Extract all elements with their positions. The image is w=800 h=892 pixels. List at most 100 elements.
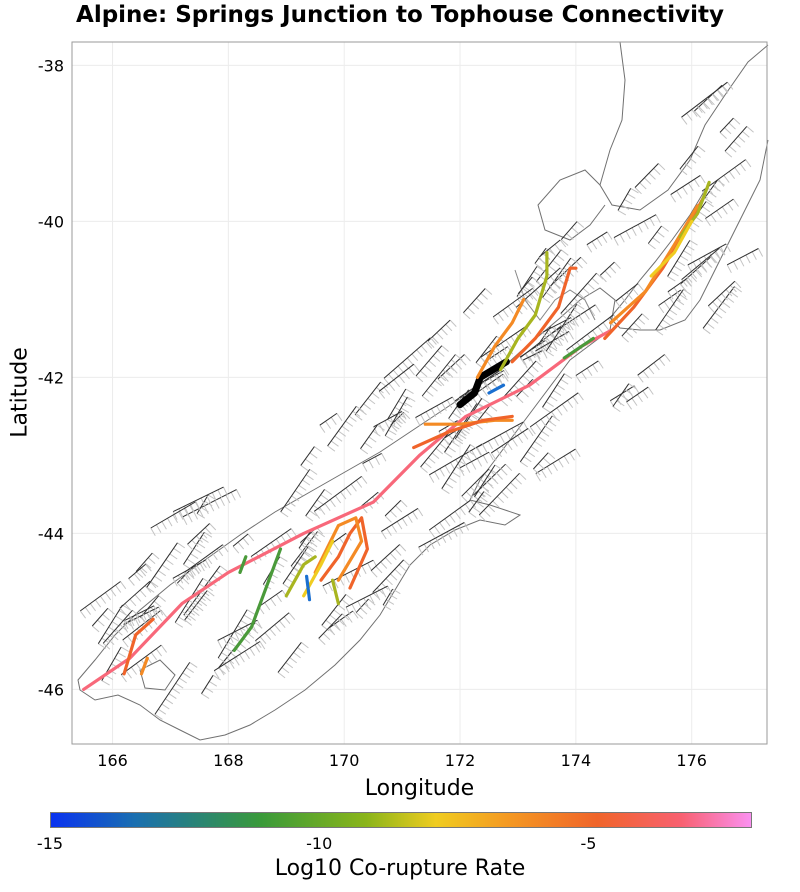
fault-trace bbox=[542, 257, 572, 298]
fault-hatch bbox=[621, 313, 650, 343]
fault-hatch bbox=[463, 288, 493, 320]
fault-trace bbox=[415, 345, 443, 377]
fault-trace bbox=[670, 174, 701, 196]
fault-hatch bbox=[535, 331, 574, 359]
fault-trace bbox=[150, 501, 196, 529]
fault-hatch bbox=[282, 545, 317, 590]
fault-hatch bbox=[560, 272, 604, 320]
fault-hatch bbox=[319, 413, 343, 433]
fault-trace bbox=[355, 598, 369, 613]
fault-hatch bbox=[637, 354, 671, 383]
coastline-south-island bbox=[77, 287, 616, 741]
fault-trace bbox=[381, 507, 419, 532]
fault-trace bbox=[615, 283, 639, 302]
coastline-stewart-island bbox=[139, 659, 176, 691]
fault-hatch bbox=[321, 594, 354, 632]
fault-hatch bbox=[542, 257, 579, 304]
x-tick-label: 176 bbox=[676, 751, 707, 770]
fault-trace bbox=[535, 448, 576, 474]
fault-trace bbox=[429, 443, 483, 476]
fault-hatch bbox=[670, 175, 706, 203]
fault-hatch bbox=[681, 247, 726, 287]
fault-trace bbox=[566, 314, 614, 351]
fault-hatch bbox=[704, 179, 725, 204]
fault-trace bbox=[213, 641, 261, 672]
fault-hatch bbox=[421, 354, 463, 402]
fault-trace bbox=[707, 280, 736, 307]
fault-trace bbox=[217, 619, 258, 641]
fault-trace bbox=[128, 563, 146, 579]
fault-trace bbox=[196, 494, 209, 514]
fault-trace bbox=[551, 304, 596, 334]
corupture-fault-section bbox=[139, 656, 149, 676]
fault-hatch bbox=[490, 428, 534, 461]
fault-hatch bbox=[679, 256, 718, 292]
fault-hatch bbox=[428, 443, 488, 483]
fault-hatch bbox=[213, 641, 266, 679]
fault-hatch bbox=[459, 451, 494, 477]
fault-hatch bbox=[455, 373, 509, 416]
fault-hatch bbox=[520, 415, 560, 468]
fault-trace bbox=[384, 396, 408, 436]
x-tick-label: 174 bbox=[561, 751, 592, 770]
fault-trace bbox=[120, 644, 162, 676]
fault-trace bbox=[575, 360, 599, 376]
fault-trace bbox=[290, 531, 318, 567]
fault-trace bbox=[681, 81, 728, 118]
fault-hatch bbox=[255, 612, 296, 649]
fault-trace bbox=[415, 396, 453, 419]
chart-title: Alpine: Springs Junction to Tophouse Con… bbox=[76, 2, 724, 28]
fault-hatch bbox=[522, 350, 548, 369]
fault-trace bbox=[135, 552, 153, 572]
fault-trace bbox=[441, 444, 471, 489]
fault-trace bbox=[387, 388, 407, 420]
fault-trace bbox=[474, 464, 496, 498]
fault-hatch bbox=[184, 590, 215, 626]
fault-trace bbox=[454, 398, 483, 440]
fault-hatch bbox=[586, 231, 613, 253]
fault-hatch bbox=[172, 559, 211, 587]
colorbar-tick-label: -5 bbox=[580, 834, 597, 853]
fault-hatch bbox=[128, 563, 152, 586]
fault-hatch bbox=[679, 145, 706, 176]
fault-hatch bbox=[91, 607, 115, 633]
fault-hatch bbox=[626, 386, 654, 410]
corupture-fault-section bbox=[284, 555, 317, 598]
fault-trace bbox=[146, 542, 178, 588]
fault-trace bbox=[258, 589, 283, 608]
y-tick-label: -42 bbox=[38, 368, 64, 387]
fault-hatch bbox=[154, 661, 198, 720]
fault-trace bbox=[599, 261, 615, 276]
fault-hatch bbox=[415, 396, 458, 426]
fault-trace bbox=[123, 606, 159, 625]
x-axis-ticks: 166 168 170 172 174 176 bbox=[97, 751, 707, 770]
fault-trace bbox=[314, 475, 362, 512]
y-axis-label: Latitude bbox=[7, 347, 33, 438]
fault-trace bbox=[154, 662, 191, 715]
fault-trace bbox=[517, 276, 533, 295]
fault-hatch bbox=[280, 468, 318, 518]
fault-trace bbox=[123, 605, 155, 622]
fault-hatch bbox=[277, 642, 309, 679]
fault-hatch bbox=[123, 606, 164, 633]
fault-trace bbox=[305, 489, 325, 517]
corupture-fault-section bbox=[510, 266, 578, 364]
x-tick-label: 170 bbox=[329, 751, 360, 770]
fault-trace bbox=[522, 349, 544, 361]
y-tick-label: -46 bbox=[38, 680, 64, 699]
fault-hatch bbox=[551, 304, 601, 341]
corupture-fault-section bbox=[475, 297, 526, 379]
corupture-fault-section bbox=[305, 574, 312, 602]
fault-hatch bbox=[290, 531, 325, 572]
fault-hatch bbox=[383, 337, 437, 386]
fault-hatch bbox=[599, 261, 621, 283]
fault-hatch bbox=[328, 610, 359, 636]
fault-hatch bbox=[617, 187, 639, 216]
fault-hatch bbox=[724, 126, 754, 158]
x-axis-label: Longitude bbox=[364, 776, 475, 801]
fault-hatch bbox=[719, 117, 741, 139]
fault-trace bbox=[277, 642, 302, 673]
fault-hatch bbox=[172, 486, 228, 520]
corupture-fault-section bbox=[562, 336, 595, 360]
